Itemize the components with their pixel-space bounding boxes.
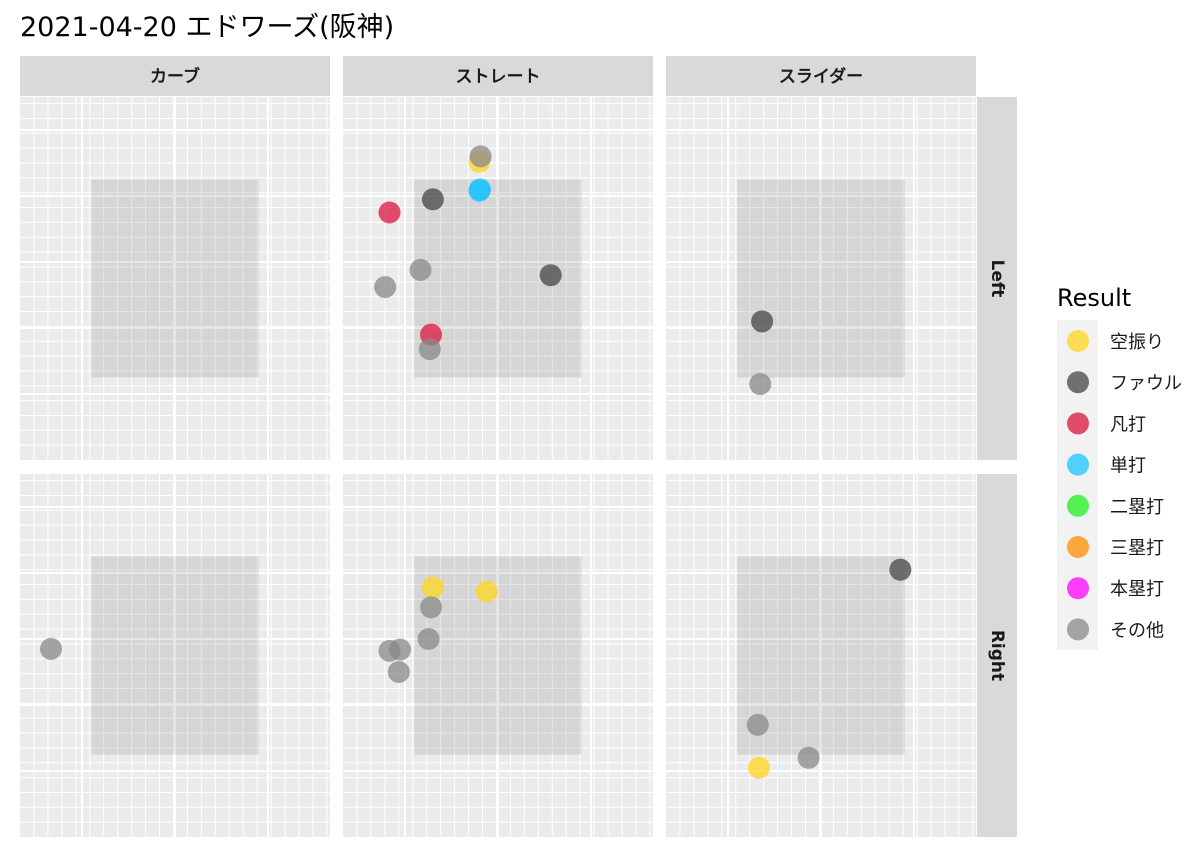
legend-key bbox=[1067, 536, 1089, 558]
column-strip bbox=[20, 56, 330, 96]
data-point bbox=[749, 373, 772, 396]
legend-title: Result bbox=[1057, 284, 1131, 312]
data-point bbox=[889, 558, 912, 581]
legend-key bbox=[1067, 453, 1089, 476]
data-point bbox=[797, 746, 820, 769]
data-point bbox=[469, 145, 492, 168]
column-strip-label: カーブ bbox=[150, 66, 200, 87]
facet-panel bbox=[20, 97, 330, 460]
row-strip-label: Left bbox=[987, 260, 1007, 298]
legend-key bbox=[1067, 494, 1089, 517]
legend-label: 単打 bbox=[1110, 456, 1146, 477]
column-strip-label: スライダー bbox=[779, 66, 863, 87]
strike-zone bbox=[91, 556, 259, 755]
data-point bbox=[378, 201, 401, 224]
data-points bbox=[40, 145, 912, 779]
data-point bbox=[539, 264, 562, 287]
data-point bbox=[40, 637, 62, 660]
facet-panel bbox=[666, 97, 976, 460]
data-point bbox=[469, 178, 492, 201]
column-strip bbox=[343, 56, 653, 96]
strike-zone bbox=[737, 179, 905, 378]
legend-key bbox=[1067, 371, 1089, 394]
column-strips: カーブ ストレート スライダー bbox=[20, 56, 976, 96]
legend-label: 本塁打 bbox=[1110, 579, 1164, 600]
legend-label: 空振り bbox=[1110, 332, 1164, 353]
legend-key bbox=[1067, 412, 1089, 435]
facet-panel bbox=[666, 474, 976, 837]
data-point bbox=[417, 628, 440, 650]
row-strips: Left Right bbox=[977, 97, 1017, 837]
column-strip-label: ストレート bbox=[456, 67, 541, 87]
data-point bbox=[409, 258, 432, 281]
legend-label: その他 bbox=[1110, 620, 1164, 641]
data-point bbox=[421, 188, 444, 211]
data-point bbox=[751, 310, 774, 333]
data-point bbox=[420, 596, 443, 619]
legend-label: ファウル bbox=[1110, 373, 1182, 394]
chart-title: 2021-04-20 エドワーズ(阪神) bbox=[20, 12, 394, 43]
data-point bbox=[421, 576, 444, 599]
data-point bbox=[389, 638, 412, 661]
facet-panels bbox=[20, 97, 976, 837]
legend-label: 三塁打 bbox=[1110, 538, 1164, 559]
column-strip bbox=[666, 56, 976, 96]
row-strip-label: Right bbox=[987, 630, 1007, 681]
legend-key bbox=[1067, 330, 1089, 352]
data-point bbox=[418, 338, 441, 361]
legend-key-background bbox=[1057, 320, 1098, 650]
row-strip bbox=[977, 97, 1017, 460]
data-point bbox=[746, 713, 769, 736]
data-point bbox=[475, 580, 498, 603]
strike-zone bbox=[91, 179, 259, 378]
data-point bbox=[748, 756, 770, 779]
facet-panel bbox=[20, 474, 330, 837]
data-point bbox=[374, 276, 397, 299]
legend-label: 凡打 bbox=[1110, 414, 1146, 435]
data-point bbox=[387, 661, 410, 683]
legend-label: 二塁打 bbox=[1110, 497, 1164, 518]
legend-key bbox=[1067, 618, 1089, 641]
legend-key bbox=[1067, 577, 1089, 600]
row-strip bbox=[977, 474, 1017, 837]
